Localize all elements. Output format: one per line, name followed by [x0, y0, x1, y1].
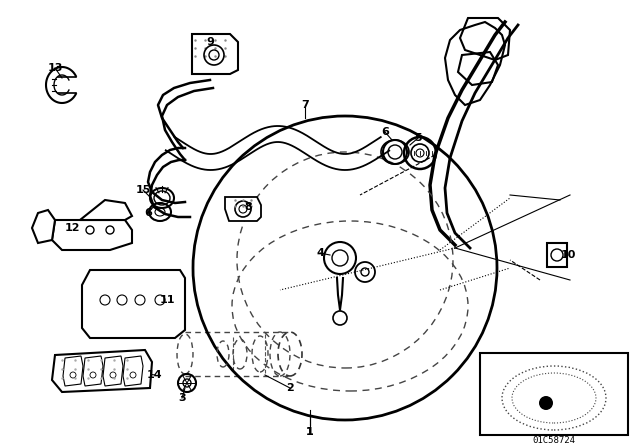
Polygon shape [52, 350, 152, 392]
Circle shape [539, 396, 553, 410]
Polygon shape [103, 356, 123, 386]
Polygon shape [83, 356, 103, 386]
Polygon shape [52, 220, 132, 250]
Text: 7: 7 [301, 100, 309, 110]
Text: 10: 10 [560, 250, 576, 260]
Circle shape [110, 372, 116, 378]
Text: 6: 6 [381, 127, 389, 137]
Polygon shape [32, 210, 55, 243]
Polygon shape [547, 243, 567, 267]
Text: 14: 14 [147, 370, 163, 380]
Polygon shape [192, 34, 238, 74]
Circle shape [90, 372, 96, 378]
Text: 6: 6 [144, 208, 152, 218]
Text: 3: 3 [178, 393, 186, 403]
Text: 5: 5 [414, 133, 422, 143]
Bar [480, 353, 628, 435]
Circle shape [130, 372, 136, 378]
Circle shape [70, 372, 76, 378]
Polygon shape [82, 270, 185, 338]
Text: 13: 13 [47, 63, 63, 73]
Text: 15: 15 [135, 185, 150, 195]
Text: 8: 8 [244, 202, 252, 212]
Text: 11: 11 [159, 295, 175, 305]
Polygon shape [63, 356, 83, 386]
Text: 12: 12 [64, 223, 80, 233]
Text: 1: 1 [306, 427, 314, 437]
Text: 9: 9 [206, 37, 214, 47]
Text: 1: 1 [306, 427, 314, 437]
Polygon shape [123, 356, 143, 386]
Text: 4: 4 [316, 248, 324, 258]
Text: 2: 2 [286, 383, 294, 393]
Polygon shape [225, 197, 261, 221]
Text: 01C58724: 01C58724 [532, 435, 575, 444]
Polygon shape [80, 200, 132, 220]
